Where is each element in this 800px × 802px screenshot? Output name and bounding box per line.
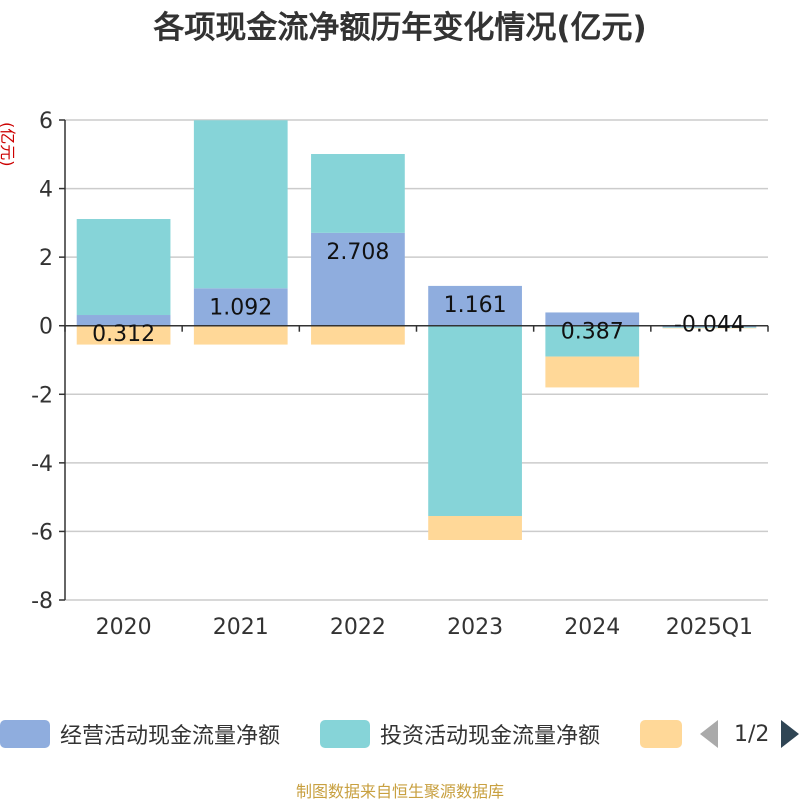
- bar-series2-2023[interactable]: [428, 516, 522, 540]
- bar-series2-2021[interactable]: [193, 325, 288, 345]
- axes: 6 4 2 0 -2 -4 -6 -8 2020 2021 2022 2023 2024 2025Q1: [31, 109, 769, 640]
- legend-pager: 1/2: [700, 714, 800, 754]
- chevron-right-icon[interactable]: [781, 720, 800, 748]
- legend-label-operating: 经营活动现金流量净额: [60, 724, 281, 749]
- chevron-left-icon[interactable]: [700, 720, 718, 748]
- y-tick-label: -4: [31, 452, 53, 477]
- legend-page-indicator: 1/2: [734, 721, 770, 747]
- data-label-2020: 0.312: [92, 322, 155, 347]
- x-tick-label: 2022: [330, 615, 386, 640]
- bar-series0-2021[interactable]: [193, 288, 288, 326]
- data-label-2023: 1.161: [444, 293, 507, 318]
- bar-series2-2022[interactable]: [311, 325, 405, 345]
- bar-series1-2024[interactable]: [545, 325, 640, 357]
- data-label-2021: 1.092: [209, 295, 272, 320]
- y-tick-label: 6: [39, 109, 53, 134]
- bars: [76, 120, 757, 540]
- bar-series0-2025Q1[interactable]: [662, 325, 757, 328]
- bar-series0-2020[interactable]: [76, 315, 171, 326]
- legend-swatch-financing: [640, 720, 682, 748]
- legend-item-financing[interactable]: [640, 714, 682, 754]
- bar-series0-2022[interactable]: [311, 232, 405, 326]
- grid-lines: [65, 119, 768, 601]
- data-label-2022: 2.708: [326, 240, 389, 265]
- x-tick-label: 2023: [447, 615, 503, 640]
- legend-label-investing: 投资活动现金流量净额: [380, 724, 601, 749]
- bar-series1-2022[interactable]: [311, 154, 405, 233]
- y-tick-label: -6: [31, 520, 53, 545]
- legend-swatch-investing: [320, 720, 370, 748]
- bar-series2-2025Q1[interactable]: [662, 327, 757, 329]
- bar-series1-2025Q1[interactable]: [662, 327, 757, 328]
- legend-item-operating[interactable]: 经营活动现金流量净额: [0, 714, 280, 754]
- x-tick-label: 2024: [564, 615, 620, 640]
- bar-series0-2023[interactable]: [428, 285, 522, 326]
- bar-series1-2023[interactable]: [428, 325, 522, 516]
- data-labels: 0.312 1.092 2.708 1.161 0.387 -0.044: [92, 240, 745, 347]
- y-tick-label: -8: [31, 589, 53, 614]
- chart-title: 各项现金流净额历年变化情况(亿元): [153, 10, 647, 46]
- legend: 经营活动现金流量净额 投资活动现金流量净额: [0, 714, 800, 754]
- bar-series2-2020[interactable]: [76, 325, 171, 345]
- bar-series2-2024[interactable]: [545, 356, 640, 388]
- y-tick-label: -2: [31, 383, 53, 408]
- y-tick-label: 0: [39, 315, 53, 340]
- data-source-note: 制图数据来自恒生聚源数据库: [295, 782, 504, 801]
- x-tick-label: 2025Q1: [666, 615, 753, 640]
- y-tick-label: 4: [39, 178, 53, 203]
- bar-series1-2020[interactable]: [76, 219, 171, 316]
- data-label-2025Q1: -0.044: [674, 313, 745, 338]
- x-tick-label: 2021: [213, 615, 269, 640]
- x-tick-label: 2020: [96, 615, 152, 640]
- bar-series0-2024[interactable]: [545, 312, 640, 326]
- y-tick-label: 2: [39, 246, 53, 271]
- legend-item-investing[interactable]: 投资活动现金流量净额: [320, 714, 600, 754]
- chart-plot: (亿元) 6 4 2 0 -2 -4 -6 -8 2020 2021 2022 2023 2024 202…: [0, 109, 769, 640]
- bar-series1-2021[interactable]: [193, 120, 288, 289]
- data-label-2024: 0.387: [561, 319, 624, 344]
- legend-swatch-operating: [0, 720, 50, 748]
- y-axis-unit-label: (亿元): [0, 122, 17, 167]
